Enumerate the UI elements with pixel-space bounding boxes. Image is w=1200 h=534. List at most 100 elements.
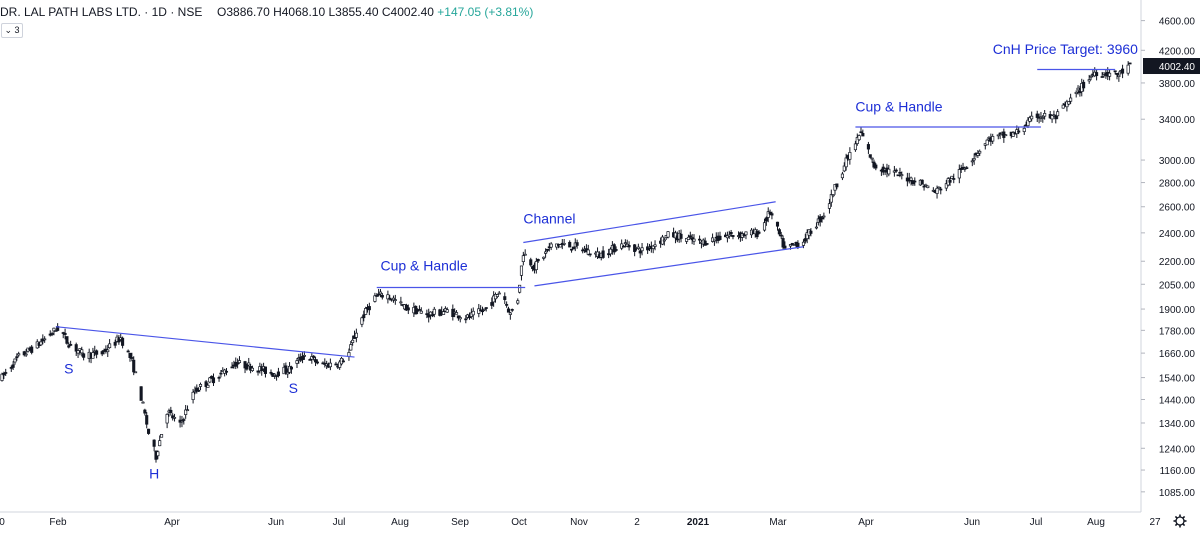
candle	[640, 242, 644, 256]
candle	[11, 361, 15, 370]
candle	[1011, 131, 1015, 137]
candle	[872, 159, 876, 169]
candle	[985, 138, 989, 146]
legend-open: O3886.70	[217, 5, 270, 19]
candle	[100, 350, 104, 357]
candle	[295, 358, 299, 369]
candle	[134, 371, 138, 374]
legend-change: +147.05 (+3.81%)	[437, 5, 534, 19]
y-tick-label: 3000.00	[1159, 156, 1196, 167]
candle	[673, 230, 678, 244]
candle	[575, 239, 579, 249]
candle	[712, 239, 716, 246]
candle	[698, 235, 702, 244]
candle	[185, 405, 190, 412]
candle	[145, 412, 149, 429]
candle	[948, 177, 952, 186]
candle	[284, 362, 288, 375]
chevron-down-icon: ⌄	[4, 25, 12, 35]
x-tick-label: Aug	[1087, 517, 1105, 528]
y-tick-label: 2050.00	[1159, 280, 1196, 291]
chart-annotation: S	[289, 380, 298, 396]
y-tick-label: 4200.00	[1159, 46, 1196, 57]
candle	[768, 209, 772, 215]
candle	[301, 352, 305, 364]
candle	[638, 248, 642, 259]
candle	[549, 242, 553, 251]
candle	[263, 366, 267, 378]
trendline[interactable]	[523, 201, 776, 244]
candle	[334, 361, 338, 366]
candle	[13, 358, 17, 365]
candle	[957, 164, 961, 184]
x-tick-label: Apr	[858, 517, 874, 528]
legend-close: C4002.40	[381, 5, 434, 19]
candle	[69, 340, 73, 346]
candle	[417, 305, 421, 311]
settings-gear-icon[interactable]	[1173, 514, 1187, 528]
candle	[1126, 61, 1130, 76]
trendline[interactable]	[55, 326, 355, 358]
candle	[558, 244, 562, 248]
candle	[1039, 111, 1043, 122]
candle	[586, 244, 590, 256]
candle	[126, 349, 130, 353]
candle	[757, 230, 761, 235]
x-tick-label: 2	[634, 517, 640, 528]
candle	[237, 356, 242, 364]
candle	[1074, 90, 1078, 98]
candle	[612, 243, 616, 255]
trendlines-layer	[55, 68, 1116, 358]
x-tick-label: Jul	[333, 517, 346, 528]
candle	[208, 376, 212, 384]
legend-exchange: NSE	[177, 5, 203, 19]
candle	[1030, 111, 1034, 122]
candle	[518, 284, 522, 294]
candle	[273, 373, 277, 380]
candle	[245, 363, 249, 371]
candle	[360, 316, 364, 328]
candle	[755, 228, 759, 240]
candle	[121, 336, 125, 349]
indicator-toggle-button[interactable]: ⌄ 3	[1, 23, 23, 38]
y-tick-label: 2600.00	[1159, 203, 1196, 214]
legend-symbol[interactable]: DR. LAL PATH LABS LTD.	[0, 5, 141, 19]
candle	[454, 310, 459, 315]
candle	[388, 294, 392, 301]
candle	[377, 288, 381, 297]
candle	[926, 185, 930, 189]
candle	[965, 166, 969, 169]
candle	[82, 352, 86, 361]
chart-annotation: Cup & Handle	[380, 257, 467, 273]
candle	[65, 336, 69, 345]
candle	[690, 234, 694, 245]
candle	[108, 339, 112, 349]
candle	[17, 351, 21, 357]
chart-annotation: CnH Price Target: 3960	[993, 41, 1138, 57]
legend-interval[interactable]: 1D	[151, 5, 167, 19]
candle	[853, 140, 857, 152]
candle	[519, 265, 524, 281]
trendline[interactable]	[534, 246, 804, 287]
candle	[328, 358, 332, 371]
candle	[801, 239, 806, 249]
candle	[367, 302, 371, 316]
candle	[686, 234, 690, 240]
candle	[1054, 114, 1058, 124]
candle	[503, 292, 507, 304]
candle	[313, 356, 318, 367]
x-tick-label: Apr	[164, 517, 180, 528]
candle	[156, 450, 160, 460]
candle	[729, 229, 733, 237]
y-tick-label: 3800.00	[1159, 79, 1196, 90]
candle	[790, 242, 794, 246]
candle	[727, 230, 731, 239]
candle	[373, 292, 377, 303]
candle	[1069, 93, 1073, 104]
candle	[1041, 114, 1045, 123]
candle	[972, 153, 976, 165]
candle	[9, 365, 13, 372]
candle	[764, 216, 768, 226]
y-tick-label: 1440.00	[1159, 396, 1196, 407]
